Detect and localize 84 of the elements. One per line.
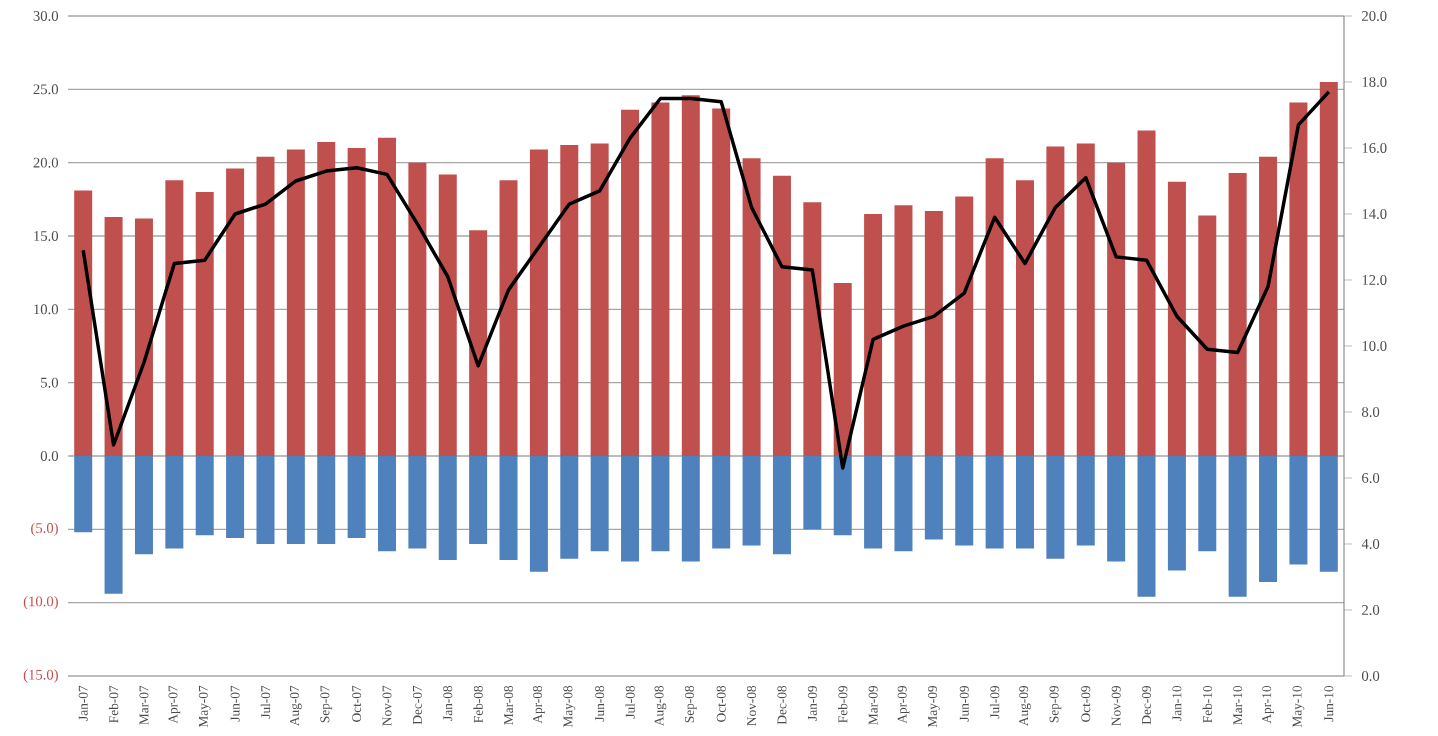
bar	[134, 455, 153, 554]
bar	[408, 455, 427, 549]
bar	[772, 455, 791, 554]
bar	[833, 455, 852, 535]
bar	[621, 109, 640, 456]
bar	[256, 156, 275, 456]
bar	[1107, 162, 1126, 456]
bar	[499, 180, 518, 456]
bar	[621, 455, 640, 562]
bar	[74, 190, 93, 456]
bar	[165, 455, 184, 549]
bar	[134, 218, 153, 456]
bar	[590, 143, 609, 456]
bar	[864, 455, 883, 549]
bar	[803, 202, 822, 456]
bar	[286, 149, 305, 456]
bar	[1198, 215, 1217, 456]
bar	[469, 455, 488, 544]
bar	[286, 455, 305, 544]
bar	[1228, 172, 1247, 456]
bar	[104, 455, 123, 594]
bar	[1228, 455, 1247, 597]
bar	[742, 158, 761, 456]
bar	[1259, 156, 1278, 456]
bar	[985, 158, 1004, 456]
bar	[955, 455, 974, 546]
bar	[1259, 455, 1278, 582]
bar	[560, 144, 579, 456]
bar	[1046, 146, 1065, 456]
bar	[347, 147, 366, 456]
bar	[347, 455, 366, 538]
bar	[378, 137, 396, 456]
bar	[499, 455, 518, 560]
bar	[924, 455, 943, 540]
bar	[1319, 81, 1338, 456]
bar	[681, 94, 700, 456]
bar	[1016, 455, 1034, 549]
bar	[1167, 181, 1186, 456]
bar	[195, 455, 214, 535]
bar	[408, 162, 427, 456]
bar	[1289, 455, 1308, 565]
bar	[1076, 455, 1095, 546]
bar	[681, 455, 700, 562]
bar	[317, 141, 336, 456]
bar	[438, 455, 457, 560]
bar	[742, 455, 761, 546]
bar	[74, 455, 93, 532]
bar	[772, 175, 791, 456]
bar	[104, 216, 123, 456]
bar	[438, 174, 457, 456]
bar	[1137, 455, 1156, 597]
bar	[529, 455, 548, 572]
bar	[226, 455, 245, 538]
bar	[1076, 143, 1095, 456]
bar	[651, 455, 670, 552]
bar	[1198, 455, 1217, 552]
bar	[1046, 455, 1065, 559]
bar	[712, 455, 731, 549]
bar	[469, 229, 488, 456]
bar	[894, 455, 913, 552]
bar	[317, 455, 336, 544]
bar	[256, 455, 275, 544]
bar	[560, 455, 579, 559]
bar	[924, 210, 943, 456]
bar	[985, 455, 1004, 549]
bar	[894, 204, 913, 456]
bar	[833, 282, 852, 456]
bar	[1167, 455, 1186, 571]
bar	[1137, 130, 1156, 456]
bar	[651, 102, 670, 456]
bar	[195, 191, 214, 456]
bar	[529, 149, 548, 456]
bar	[378, 455, 396, 552]
bar	[1016, 180, 1034, 456]
bar	[712, 108, 731, 456]
bar	[1289, 102, 1308, 456]
bar	[955, 196, 974, 456]
bar	[864, 213, 883, 456]
bar	[165, 180, 184, 456]
bar	[1319, 455, 1338, 572]
bar	[590, 455, 609, 552]
bar	[1107, 455, 1126, 562]
bar	[226, 168, 245, 456]
bar	[803, 455, 822, 530]
